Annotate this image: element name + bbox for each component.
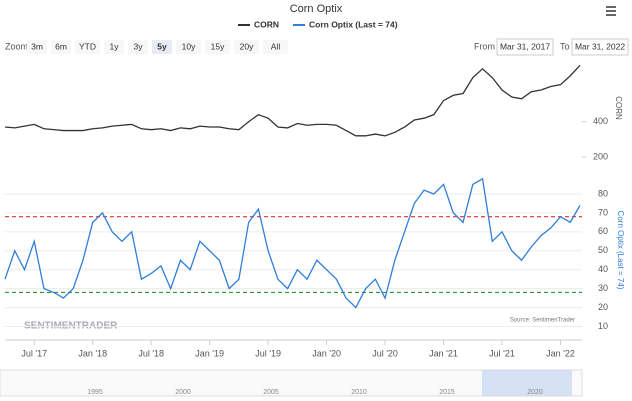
zoom-button[interactable]	[27, 40, 47, 54]
menu-icon[interactable]	[606, 6, 616, 16]
y2-tick-label: 30	[598, 283, 608, 293]
x-tick-label: Jan '21	[429, 348, 458, 358]
series-line	[4, 177, 581, 309]
y2-tick-label: 50	[598, 245, 608, 255]
zoom-button[interactable]	[176, 40, 201, 54]
y2-tick-label: 60	[598, 226, 608, 236]
x-tick-label: Jul '21	[489, 348, 515, 358]
zoom-button-label: 3m	[31, 41, 43, 51]
navigator-selection[interactable]	[482, 370, 572, 396]
zoom-button[interactable]	[205, 40, 230, 54]
x-tick-label: Jul '19	[255, 348, 281, 358]
zoom-button[interactable]	[263, 40, 288, 54]
y2-tick-label: 70	[598, 207, 608, 217]
zoom-button-label: 20y	[240, 41, 254, 51]
x-tick-label: Jan '22	[546, 348, 575, 358]
zoom-button-label: 15y	[211, 41, 225, 51]
navigator-label: 1995	[87, 389, 103, 396]
series-line	[4, 64, 581, 137]
zoom-button-label: YTD	[79, 41, 96, 51]
y-axis-title: CORN	[614, 96, 623, 120]
y2-axis-title: Corn Optix (Last = 74)	[616, 211, 625, 290]
zoom-button-label: 10y	[182, 41, 196, 51]
from-input[interactable]	[496, 38, 554, 56]
navigator-label: 2010	[351, 389, 367, 396]
zoom-button[interactable]	[128, 40, 148, 54]
legend-label[interactable]: CORN	[254, 19, 279, 29]
x-tick-label: Jan '18	[78, 348, 107, 358]
navigator-label: 2020	[527, 389, 543, 396]
y2-tick-label: 40	[598, 264, 608, 274]
zoom-button[interactable]	[51, 40, 71, 54]
y2-tick-label: 80	[598, 188, 608, 198]
zoom-button-label: All	[271, 41, 281, 51]
zoom-button[interactable]	[152, 40, 172, 54]
x-tick-label: Jan '19	[195, 348, 224, 358]
y-tick-label: 400	[593, 116, 608, 126]
zoom-button[interactable]	[234, 40, 259, 54]
source: Source: SentimenTrader	[510, 318, 575, 324]
navigator-label: 2015	[439, 389, 455, 396]
navigator-label: 2005	[263, 389, 279, 396]
y2-tick-label: 20	[598, 302, 608, 312]
y-tick-label: 200	[593, 151, 608, 161]
zoom-label: Zoom	[5, 41, 28, 51]
chart-title: Corn Optix	[290, 3, 343, 15]
navigator-label: 2000	[175, 389, 191, 396]
zoom-button-label: 1y	[110, 41, 120, 51]
x-tick-label: Jul '17	[21, 348, 47, 358]
from-date: Mar 31, 2017	[500, 41, 550, 51]
zoom-button-label: 6m	[55, 41, 67, 51]
x-tick-label: Jul '18	[138, 348, 164, 358]
to-date: Mar 31, 2022	[575, 41, 625, 51]
zoom-button-label: 5y	[157, 41, 167, 51]
legend-label[interactable]: Corn Optix (Last = 74)	[309, 19, 398, 29]
zoom-button[interactable]	[75, 40, 100, 54]
x-tick-label: Jan '20	[312, 348, 341, 358]
zoom-button-label: 3y	[134, 41, 144, 51]
zoom-button[interactable]	[104, 40, 124, 54]
from-label: From	[474, 41, 495, 51]
to-label: To	[560, 41, 570, 51]
to-input[interactable]	[571, 38, 629, 56]
x-tick-label: Jul '20	[372, 348, 398, 358]
y2-tick-label: 10	[598, 321, 608, 331]
